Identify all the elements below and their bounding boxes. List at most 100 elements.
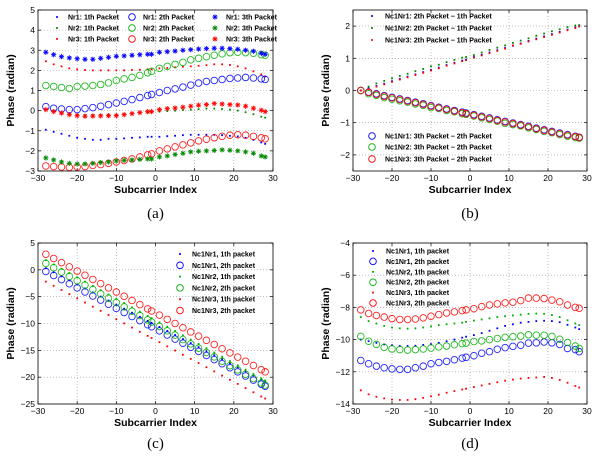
data-point xyxy=(388,345,396,353)
data-point xyxy=(453,59,456,61)
x-axis-label: Subcarrier Index xyxy=(114,417,197,429)
data-point xyxy=(202,348,211,357)
data-point xyxy=(112,288,121,296)
data-point xyxy=(364,309,373,318)
data-point xyxy=(477,349,486,358)
data-point xyxy=(180,104,186,110)
data-point xyxy=(42,267,50,276)
data-point xyxy=(430,325,432,328)
legend-marker xyxy=(368,155,376,163)
data-point xyxy=(375,85,378,88)
data-point xyxy=(473,386,475,388)
data-point xyxy=(98,159,104,166)
data-point xyxy=(104,300,113,308)
data-point xyxy=(174,134,176,137)
data-point xyxy=(445,323,448,326)
data-point xyxy=(112,99,121,107)
legend-item: Nc1Nr2, 2th packet xyxy=(176,284,256,292)
data-point xyxy=(445,340,448,343)
data-point xyxy=(171,335,179,343)
data-point xyxy=(202,52,211,61)
data-point xyxy=(571,345,580,354)
data-point xyxy=(512,41,514,44)
data-point xyxy=(195,148,202,154)
data-point xyxy=(509,119,517,128)
data-point xyxy=(42,162,50,170)
data-point xyxy=(535,320,538,322)
x-tick-label: −10 xyxy=(424,406,439,416)
data-point xyxy=(136,316,144,325)
data-point xyxy=(551,30,553,33)
data-point xyxy=(566,26,569,28)
data-point xyxy=(57,275,66,284)
legend-label: Nr2: 3th Packet xyxy=(226,26,278,33)
data-point xyxy=(527,320,530,323)
data-point xyxy=(375,322,378,325)
data-point xyxy=(488,317,491,320)
data-point xyxy=(137,156,143,162)
data-point xyxy=(558,316,561,318)
data-point xyxy=(504,325,506,327)
legend-marker xyxy=(212,14,218,20)
data-point xyxy=(96,80,105,89)
data-point xyxy=(197,346,200,349)
data-point xyxy=(250,105,257,111)
data-point xyxy=(99,69,102,72)
data-point xyxy=(227,46,233,52)
y-tick-label: −25 xyxy=(21,399,36,409)
y-tick-label: −15 xyxy=(21,345,36,355)
data-point xyxy=(453,62,456,65)
data-point xyxy=(180,150,186,156)
data-point xyxy=(422,344,425,346)
data-point xyxy=(250,150,257,156)
legend-label: Nr1: 2th Packet xyxy=(143,15,195,22)
x-axis-label: Subcarrier Index xyxy=(114,184,197,196)
series-d-2 xyxy=(359,312,581,330)
data-point xyxy=(430,65,432,68)
series-b-1 xyxy=(359,24,581,92)
data-point xyxy=(527,37,530,40)
data-point xyxy=(372,311,381,320)
data-point xyxy=(189,342,192,344)
data-point xyxy=(435,343,443,351)
plot-area xyxy=(353,243,587,404)
data-point xyxy=(367,85,370,88)
data-point xyxy=(65,84,74,93)
data-point xyxy=(450,308,459,316)
data-point xyxy=(211,100,217,107)
legend-label: Nr2: 1th Packet xyxy=(68,26,120,33)
data-point xyxy=(202,351,211,360)
data-point xyxy=(235,46,241,52)
data-point xyxy=(148,109,155,115)
data-point xyxy=(186,139,195,147)
x-axis-label: Subcarrier Index xyxy=(429,184,512,196)
data-point xyxy=(396,95,404,104)
data-point xyxy=(493,116,502,125)
legend-item: Nc1Nr3: 2th Packet − 1th Packet xyxy=(371,38,492,45)
data-point xyxy=(138,68,141,71)
data-point xyxy=(241,357,250,366)
legend-label: Nc1Nr2, 2th packet xyxy=(192,285,256,292)
y-tick-label: −12 xyxy=(336,367,351,377)
data-point xyxy=(532,125,541,133)
data-point xyxy=(120,156,128,165)
data-point xyxy=(182,353,184,356)
data-point xyxy=(257,379,266,387)
axes-frame xyxy=(37,242,274,405)
data-point xyxy=(501,299,509,307)
data-point xyxy=(213,354,216,357)
data-point xyxy=(357,86,365,95)
legend-label: Nr1: 1th Packet xyxy=(68,15,120,22)
data-point xyxy=(406,345,409,347)
data-point xyxy=(258,107,264,113)
data-point xyxy=(257,365,266,374)
data-point xyxy=(131,311,133,314)
data-point xyxy=(213,351,216,354)
legend-marker xyxy=(176,261,184,270)
data-point xyxy=(262,109,268,115)
y-tick-label: 5 xyxy=(30,238,35,248)
data-point xyxy=(210,76,218,85)
data-point xyxy=(236,364,239,367)
data-point xyxy=(210,51,218,60)
